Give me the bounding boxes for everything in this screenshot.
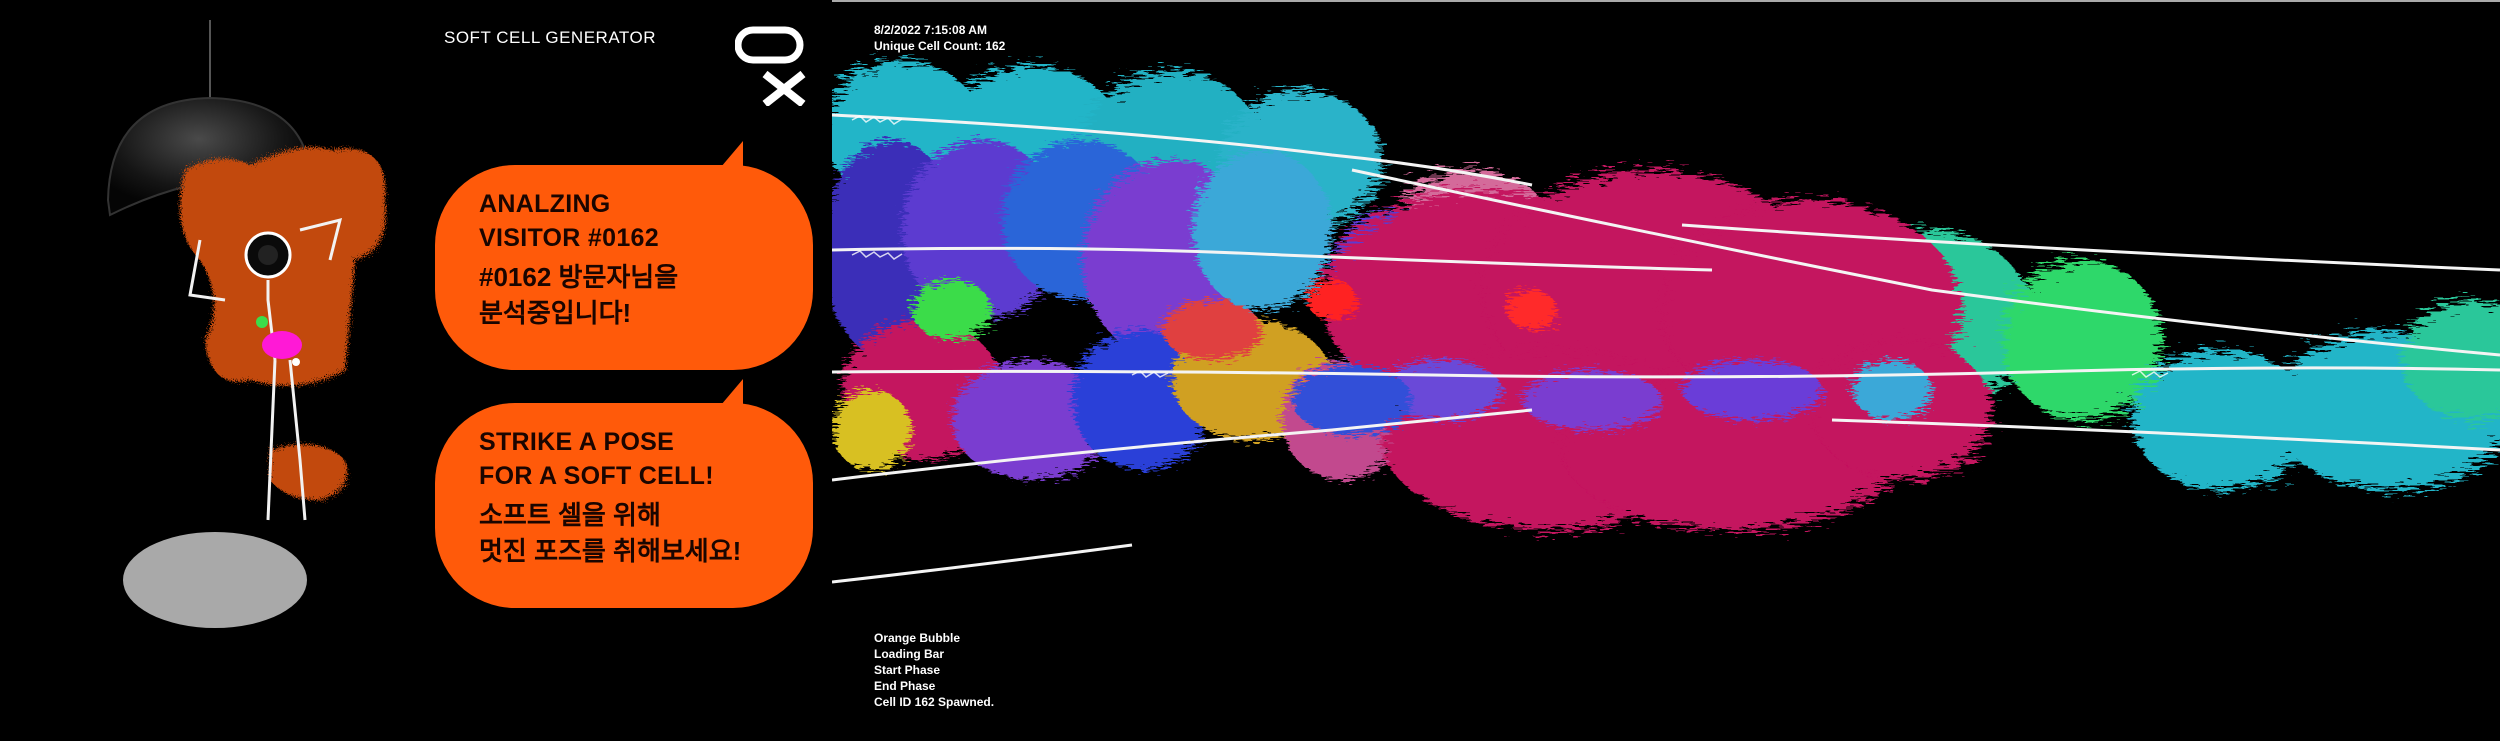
pose-ko-line-1: 소프트 셀을 위해 — [479, 500, 661, 530]
cell-cloud — [832, 60, 2500, 584]
avatar-figure — [106, 20, 386, 628]
log-line: Orange Bubble — [874, 631, 961, 645]
analyzing-line-1: ANALZING — [479, 190, 611, 218]
bubble-tail — [721, 379, 743, 405]
motion-streaks — [832, 113, 2500, 584]
event-log: Orange Bubble Loading Bar Start Phase En… — [874, 630, 994, 710]
log-line: Cell ID 162 Spawned. — [874, 695, 995, 709]
pose-line-2: FOR A SOFT CELL! — [479, 462, 714, 490]
left-panel: SOFT CELL GENERATOR ANALZING VISITOR #01… — [0, 0, 832, 741]
pose-bubble: STRIKE A POSE FOR A SOFT CELL! 소프트 셀을 위해… — [435, 379, 813, 608]
analyzing-ko-line-2: 분석중입니다! — [479, 298, 632, 328]
log-line: Start Phase — [874, 663, 941, 677]
fur-leg — [270, 444, 348, 500]
pose-line-1: STRIKE A POSE — [479, 428, 675, 456]
status-overlay: 8/2/2022 7:15:08 AM Unique Cell Count: 1… — [874, 22, 1005, 54]
analyzing-ko-line-1: #0162 방문자님을 — [479, 262, 679, 292]
analyzing-line-2: VISITOR #0162 — [479, 224, 659, 252]
analyzing-bubble: ANALZING VISITOR #0162 #0162 방문자님을 분석중입니… — [435, 141, 813, 370]
bubble-tail — [721, 141, 743, 167]
log-line: End Phase — [874, 679, 936, 693]
floor-disc — [123, 532, 307, 628]
app-title: SOFT CELL GENERATOR — [444, 28, 656, 47]
top-divider — [832, 0, 2500, 2]
timestamp: 8/2/2022 7:15:08 AM — [874, 23, 987, 37]
log-line: Loading Bar — [874, 647, 945, 661]
cell-count: Unique Cell Count: 162 — [874, 39, 1006, 53]
soft-cell-visualization — [832, 0, 2500, 741]
ox-logo-icon — [735, 26, 806, 106]
pose-ko-line-2: 멋진 포즈를 취해보세요! — [479, 536, 742, 566]
